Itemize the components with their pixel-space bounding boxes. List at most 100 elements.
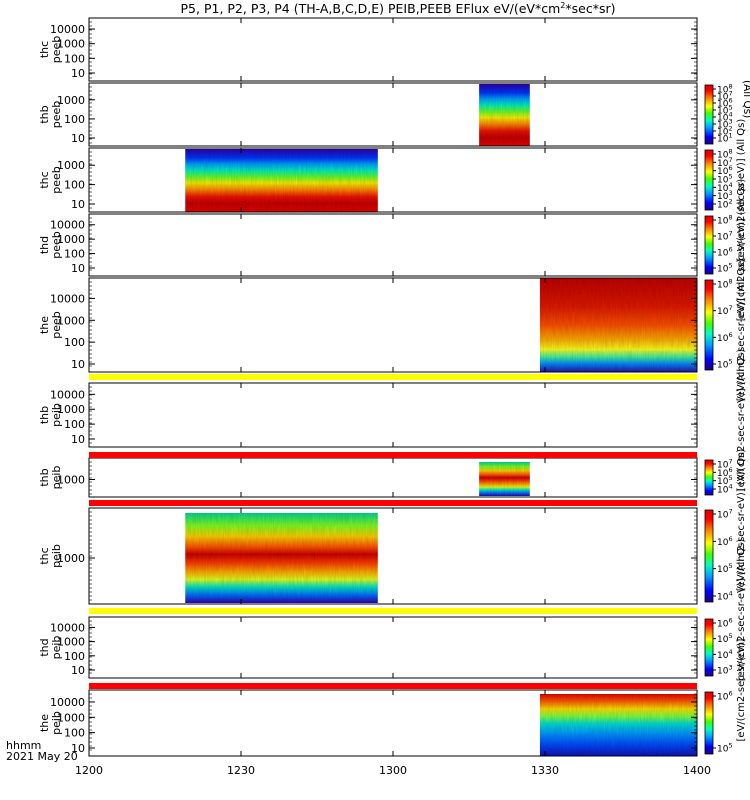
y-tick-label: 10 (71, 664, 85, 677)
y-tick-label: 1000 (57, 403, 85, 416)
y-tick-label: 100 (64, 248, 85, 261)
y-tick-label: 1000 (57, 711, 85, 724)
colorbar (704, 215, 714, 275)
y-tick-label: 100 (64, 418, 85, 431)
colorbar (704, 618, 714, 677)
x-tick-label: 1300 (379, 764, 407, 777)
panel-type-label: peeb (50, 101, 63, 129)
colorbar-tick-label: 107 (717, 90, 733, 103)
colorbar-tick-label: 106 (717, 246, 733, 259)
panel-frame (88, 507, 698, 605)
colorbar-unit-label: [eV/(cm2-sec-sr-eV)] (736, 638, 747, 741)
y-tick-label: 10 (71, 742, 85, 755)
panel-frame (88, 382, 698, 448)
colorbar-tick-label: 105 (717, 742, 733, 755)
colorbar-tick-label: 108 (717, 83, 733, 96)
colorbar (704, 84, 714, 145)
spectrogram-texture (539, 278, 697, 372)
colorbar-tick-label: 102 (717, 125, 733, 138)
colorbar (704, 279, 714, 371)
panel-frame (88, 147, 698, 213)
colorbar-tick-label: 104 (717, 590, 733, 603)
panel-type-label: peib (50, 636, 63, 660)
panel-type-label: peib (50, 711, 63, 735)
panel-probe-label: thb (38, 406, 51, 424)
colorbar-tick-label: 105 (717, 358, 733, 371)
quality-flag-bar (89, 452, 697, 458)
x-tick-label: 1400 (683, 764, 711, 777)
y-tick-label: 10000 (50, 219, 85, 232)
colorbar (704, 509, 714, 603)
y-tick-label: 1000 (57, 636, 85, 649)
panel-the-peib: 10 100 1000 10000 the peib 105 106 (38, 689, 733, 757)
quality-flag-bar (89, 500, 697, 506)
y-tick-label: 10 (71, 67, 85, 80)
colorbar-tick-label: 105 (717, 632, 733, 645)
colorbar-tick-label: 102 (717, 198, 733, 211)
panel-frame (88, 17, 698, 82)
colorbar-tick-label: 105 (717, 562, 733, 575)
panel-probe-label: the (38, 316, 51, 334)
x-start-label: hhmm (6, 739, 41, 752)
y-tick-label: 10000 (50, 621, 85, 634)
y-tick-label: 1000 (57, 474, 85, 487)
colorbar-unit-label: [eV/(cm2-sec-sr-eV)] (All Qs) (736, 539, 747, 682)
y-tick-label: 10 (71, 433, 85, 446)
colorbar-tick-label: 103 (717, 189, 733, 202)
panel-thb-peib: 10 100 1000 10000 thb peib (38, 382, 698, 448)
panel-frame (88, 82, 698, 147)
panel-probe-label: thc (38, 547, 51, 564)
colorbar (704, 459, 714, 496)
y-tick-label: 1000 (57, 94, 85, 107)
y-tick-label: 100 (64, 650, 85, 663)
panel-frame (88, 213, 698, 277)
y-tick-label: 10 (71, 262, 85, 275)
colorbar-tick-label: 107 (717, 458, 733, 471)
colorbar-unit-label: [eV/(cm2-sec-sr-eV)] (All Qs) (736, 119, 747, 262)
y-tick-label: 1000 (57, 314, 85, 327)
colorbar-tick-label: 105 (717, 474, 733, 487)
colorbar-tick-label: 101 (717, 132, 733, 145)
y-tick-label: 1000 (57, 159, 85, 172)
colorbar (704, 691, 714, 755)
colorbar-tick-label: 108 (717, 278, 733, 291)
spectrogram-texture (539, 694, 697, 756)
panel-type-label: peeb (50, 166, 63, 194)
x-tick-label: 1200 (75, 764, 103, 777)
x-tick-label: 1330 (531, 764, 559, 777)
y-tick-label: 1000 (57, 552, 85, 565)
panel-type-label: peeb (50, 311, 63, 339)
colorbar-tick-label: 103 (717, 664, 733, 677)
colorbar-tick-label: 108 (717, 214, 733, 227)
colorbar-tick-label: 107 (717, 508, 733, 521)
colorbar-tick-label: 104 (717, 111, 733, 124)
colorbar-tick-label: 108 (717, 148, 733, 161)
panel-probe-label: thd (38, 236, 51, 254)
spectrogram-texture (185, 149, 378, 212)
panel-probe-label: thd (38, 638, 51, 656)
panel-type-label: peib (50, 403, 63, 427)
panel-frame (88, 457, 698, 498)
y-tick-label: 10 (71, 358, 85, 371)
colorbar-tick-label: 105 (717, 262, 733, 275)
colorbar-unit-label: [eV/(cm2-sec-sr-eV)] (All Qs) (736, 179, 747, 322)
chart-title: P5, P1, P2, P3, P4 (TH-A,B,C,D,E) PEIB,P… (181, 1, 616, 16)
colorbar-unit-label: [eV/(cm2-sec-sr-eV)] (All Qs) (736, 259, 747, 402)
colorbar-tick-label: 107 (717, 304, 733, 317)
colorbar-unit-labels: [eV/(cm2-sec-sr-eV)] (All Qs)[eV/(cm2-se… (736, 119, 747, 742)
panel-frame (88, 616, 698, 679)
colorbar-tick-label: 103 (717, 118, 733, 131)
quality-flag-bar (89, 683, 697, 689)
y-tick-label: 100 (64, 113, 85, 126)
panel-the-peeb: 10 100 1000 10000 the peeb 105 106 107 108 (38, 277, 733, 373)
colorbar (704, 149, 714, 211)
time-axis: 1200 1230 1300 1330 1400 (75, 18, 711, 777)
panel-probe-label: thc (38, 41, 51, 58)
colorbar-tick-label: 106 (717, 164, 733, 177)
